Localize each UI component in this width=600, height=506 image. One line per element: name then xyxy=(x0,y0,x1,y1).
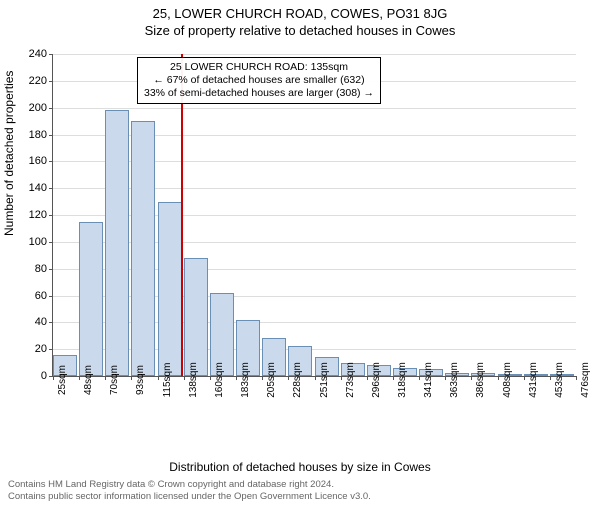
annotation-box: 25 LOWER CHURCH ROAD: 135sqm← 67% of det… xyxy=(137,57,381,104)
x-tick-label: 453sqm xyxy=(554,362,565,398)
x-tick-label: 70sqm xyxy=(109,365,120,395)
x-tick-label: 183sqm xyxy=(240,362,251,398)
y-tick-label: 160 xyxy=(19,155,47,167)
y-tick-mark xyxy=(49,188,53,189)
x-tick-label: 431sqm xyxy=(528,362,539,398)
y-tick-label: 80 xyxy=(19,263,47,275)
y-tick-mark xyxy=(49,108,53,109)
histogram-bar xyxy=(131,121,155,376)
annotation-line: 25 LOWER CHURCH ROAD: 135sqm xyxy=(144,61,374,74)
y-tick-label: 200 xyxy=(19,102,47,114)
x-tick-mark xyxy=(158,376,159,380)
x-tick-mark xyxy=(79,376,80,380)
x-tick-mark xyxy=(524,376,525,380)
y-tick-mark xyxy=(49,161,53,162)
x-tick-mark xyxy=(341,376,342,380)
x-tick-mark xyxy=(236,376,237,380)
x-tick-mark xyxy=(471,376,472,380)
annotation-line: 33% of semi-detached houses are larger (… xyxy=(144,87,374,100)
footer-attribution: Contains HM Land Registry data © Crown c… xyxy=(8,479,371,502)
y-tick-mark xyxy=(49,54,53,55)
y-tick-label: 140 xyxy=(19,182,47,194)
x-tick-label: 476sqm xyxy=(580,362,591,398)
x-tick-label: 160sqm xyxy=(214,362,225,398)
annotation-line: ← 67% of detached houses are smaller (63… xyxy=(144,74,374,87)
x-tick-label: 408sqm xyxy=(502,362,513,398)
y-tick-mark xyxy=(49,269,53,270)
y-tick-label: 40 xyxy=(19,316,47,328)
footer-line-1: Contains HM Land Registry data © Crown c… xyxy=(8,479,371,490)
x-tick-mark xyxy=(550,376,551,380)
chart-container: 02040608010012014016018020022024025sqm48… xyxy=(52,54,575,424)
y-tick-label: 0 xyxy=(19,370,47,382)
x-tick-mark xyxy=(53,376,54,380)
histogram-bar xyxy=(184,258,208,376)
y-tick-label: 120 xyxy=(19,209,47,221)
x-tick-mark xyxy=(131,376,132,380)
x-tick-label: 138sqm xyxy=(188,362,199,398)
y-tick-mark xyxy=(49,242,53,243)
histogram-bar xyxy=(158,202,182,376)
x-tick-label: 273sqm xyxy=(345,362,356,398)
x-tick-mark xyxy=(262,376,263,380)
y-tick-mark xyxy=(49,322,53,323)
x-tick-label: 363sqm xyxy=(449,362,460,398)
x-tick-label: 296sqm xyxy=(371,362,382,398)
x-tick-label: 228sqm xyxy=(292,362,303,398)
x-tick-mark xyxy=(210,376,211,380)
x-tick-label: 48sqm xyxy=(83,365,94,395)
x-tick-label: 341sqm xyxy=(423,362,434,398)
footer-line-2: Contains public sector information licen… xyxy=(8,491,371,502)
x-tick-label: 205sqm xyxy=(266,362,277,398)
x-tick-mark xyxy=(498,376,499,380)
x-tick-label: 386sqm xyxy=(475,362,486,398)
histogram-bar xyxy=(79,222,103,376)
y-tick-label: 100 xyxy=(19,236,47,248)
y-axis-label: Number of detached properties xyxy=(2,71,16,236)
x-tick-mark xyxy=(393,376,394,380)
x-tick-mark xyxy=(419,376,420,380)
x-tick-mark xyxy=(315,376,316,380)
y-tick-mark xyxy=(49,81,53,82)
x-tick-mark xyxy=(184,376,185,380)
y-tick-mark xyxy=(49,135,53,136)
x-tick-mark xyxy=(445,376,446,380)
x-tick-mark xyxy=(576,376,577,380)
y-tick-mark xyxy=(49,215,53,216)
x-tick-label: 318sqm xyxy=(397,362,408,398)
x-tick-label: 251sqm xyxy=(319,362,330,398)
x-tick-label: 115sqm xyxy=(162,363,173,398)
x-tick-label: 25sqm xyxy=(57,365,68,395)
y-tick-label: 220 xyxy=(19,75,47,87)
page-title: 25, LOWER CHURCH ROAD, COWES, PO31 8JG xyxy=(0,6,600,21)
y-tick-mark xyxy=(49,296,53,297)
y-tick-label: 60 xyxy=(19,290,47,302)
gridline xyxy=(53,108,576,109)
gridline xyxy=(53,54,576,55)
x-tick-mark xyxy=(288,376,289,380)
y-tick-label: 240 xyxy=(19,48,47,60)
x-tick-label: 93sqm xyxy=(135,365,146,395)
page-subtitle: Size of property relative to detached ho… xyxy=(0,23,600,38)
plot-area: 02040608010012014016018020022024025sqm48… xyxy=(52,54,576,377)
x-axis-label: Distribution of detached houses by size … xyxy=(0,460,600,474)
y-tick-mark xyxy=(49,349,53,350)
x-tick-mark xyxy=(105,376,106,380)
x-tick-mark xyxy=(367,376,368,380)
y-tick-label: 180 xyxy=(19,129,47,141)
y-tick-label: 20 xyxy=(19,343,47,355)
histogram-bar xyxy=(105,110,129,376)
